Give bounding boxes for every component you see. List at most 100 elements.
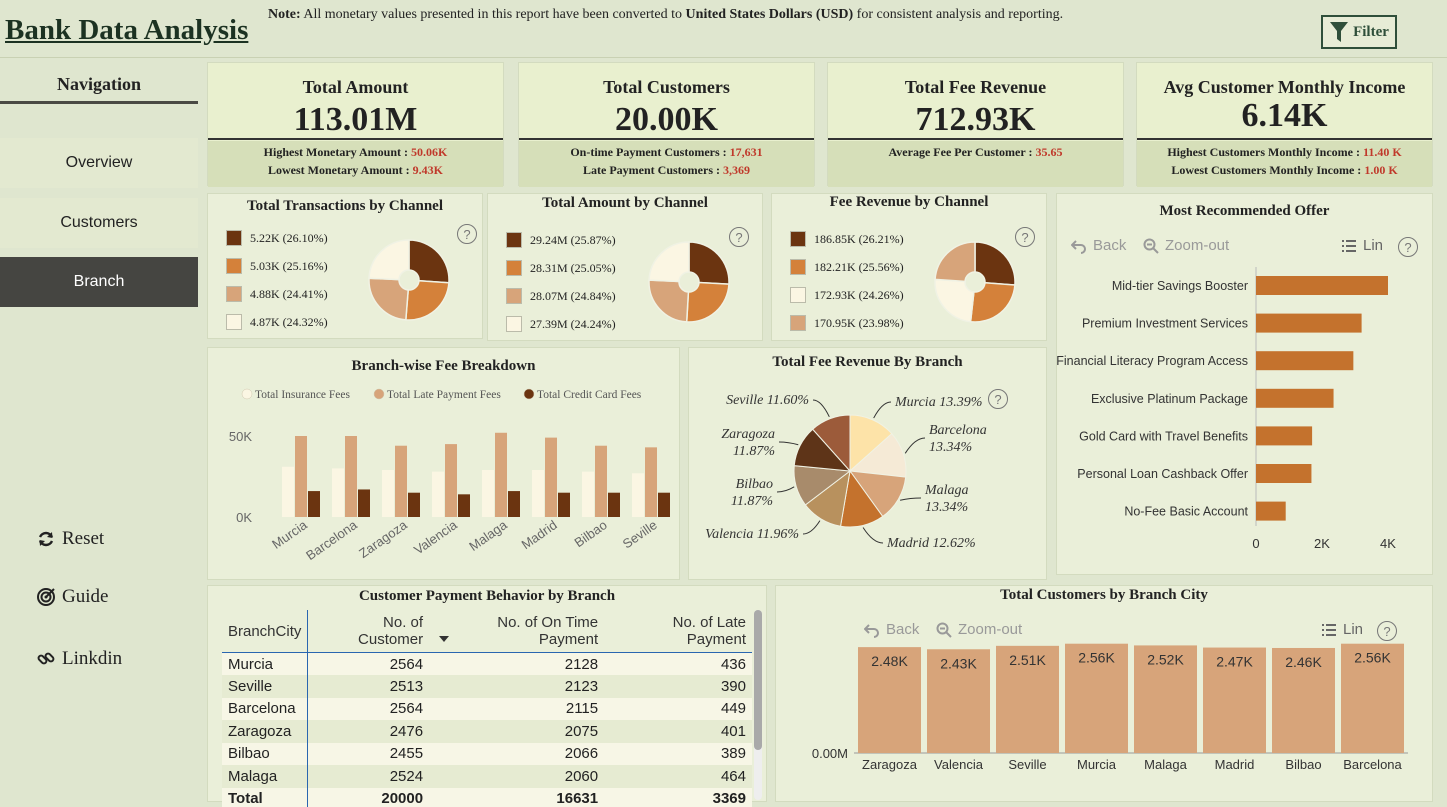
fee-bar[interactable] [495,432,507,517]
fee-bar[interactable] [658,492,670,517]
fee-bar[interactable] [345,436,357,517]
fee-bar[interactable] [395,445,407,517]
header-bar: Bank Data Analysis Note: All monetary va… [0,0,1447,58]
table-row[interactable]: Zaragoza 2476 2075 401 [222,720,752,743]
fee-bar[interactable] [482,470,494,517]
legend-item: 28.07M (24.84%) [506,288,616,304]
lin-toggle[interactable]: Lin [1341,237,1383,254]
fee-bar[interactable] [282,466,294,517]
guide-link[interactable]: Guide [36,586,108,608]
city-bar[interactable] [1203,647,1266,753]
zoom-out-button[interactable]: Zoom-out [1143,237,1229,254]
city-bar[interactable] [1134,645,1197,753]
fee-bar[interactable] [445,444,457,517]
zoom-out-button[interactable]: Zoom-out [936,621,1022,638]
offer-bar[interactable] [1256,276,1388,295]
data-label: 2.51K [1009,652,1046,668]
fee-bar[interactable] [645,447,657,517]
linkdin-link[interactable]: Linkdin [36,648,122,670]
legend-item: 4.88K (24.41%) [226,286,328,302]
fee-bar[interactable] [508,491,520,517]
filter-button[interactable]: Filter [1321,15,1397,49]
offer-bar[interactable] [1256,388,1334,408]
donut-slice[interactable] [974,241,1016,286]
table-scrollbar[interactable] [754,610,762,800]
table-row[interactable]: Barcelona 2564 2115 449 [222,697,752,720]
city-bar[interactable] [1341,643,1404,753]
col-header-customers[interactable]: No. of Customer [307,610,430,653]
city-bar[interactable] [858,647,921,753]
fee-bar[interactable] [608,492,620,517]
help-icon[interactable]: ? [1377,621,1397,641]
pie-slice[interactable] [811,414,851,473]
help-icon[interactable]: ? [729,227,749,247]
table-row[interactable]: Bilbao 2455 2066 389 [222,742,752,765]
col-header-late[interactable]: No. of Late Payment [604,610,752,653]
donut-slice[interactable] [648,241,690,283]
donut-slice[interactable] [688,241,730,285]
donut-slice[interactable] [368,239,410,281]
city-bar[interactable] [927,649,990,753]
city-bar[interactable] [1065,643,1128,753]
x-tick-label: Barcelona [303,517,360,563]
list-icon [1322,623,1336,636]
fee-bar[interactable] [332,468,344,517]
fee-bar[interactable] [545,437,557,517]
fee-bar[interactable] [558,492,570,517]
offer-bar[interactable] [1256,313,1362,333]
table-row[interactable]: Malaga 2524 2060 464 [222,765,752,788]
nav-item-overview[interactable]: Overview [0,138,198,188]
fee-bar[interactable] [532,470,544,517]
fee-bar[interactable] [595,445,607,517]
help-icon[interactable]: ? [457,224,477,244]
donut-slice[interactable] [408,239,450,284]
legend-item: 5.22K (26.10%) [226,230,328,246]
legend-item: 29.24M (25.87%) [506,232,616,248]
nav-item-branch[interactable]: Branch [0,257,198,307]
fee-bar[interactable] [308,491,320,517]
filter-icon [1330,22,1349,42]
card-title: Total Fee Revenue By Branch [772,354,963,370]
x-tick-label: Malaga [1144,757,1187,772]
donut-slice[interactable] [648,279,690,323]
help-icon[interactable]: ? [988,389,1008,409]
offer-bar[interactable] [1256,501,1286,521]
table-row[interactable]: Seville 2513 2123 390 [222,675,752,698]
fee-bar[interactable] [358,489,370,517]
offer-bar[interactable] [1256,464,1312,483]
lin-toggle[interactable]: Lin [1321,621,1363,638]
fee-bar[interactable] [432,471,444,517]
fee-bar[interactable] [295,436,307,517]
reset-link[interactable]: Reset [36,528,104,550]
scrollbar-thumb[interactable] [754,610,762,750]
donut-slice[interactable] [969,281,1016,323]
fee-bar[interactable] [582,471,594,517]
help-icon[interactable]: ? [1398,237,1418,257]
donut-slice[interactable] [685,281,730,323]
donut-slice[interactable] [405,279,450,321]
fee-bar[interactable] [408,492,420,517]
kpi-value: 6.14K [1241,97,1328,134]
donut-slice[interactable] [368,277,410,321]
fee-breakdown-chart: Total Insurance Fees Total Late Payment F… [229,388,670,563]
donut-slice[interactable] [934,278,975,323]
leader-line [802,520,821,535]
city-bar[interactable] [1272,647,1335,753]
donut-slice[interactable] [934,241,976,283]
kpi-divider [1137,138,1432,140]
x-tick-label: Malaga [466,517,510,554]
offer-bar[interactable] [1256,351,1354,371]
x-tick-label: Madrid [1215,757,1255,772]
fee-bar[interactable] [632,473,644,517]
back-button[interactable]: Back [864,621,919,638]
city-bar[interactable] [996,645,1059,753]
col-header-on-time[interactable]: No. of On Time Payment [429,610,605,653]
fee-bar[interactable] [382,470,394,517]
col-header-branchcity[interactable]: BranchCity [222,610,309,653]
back-button[interactable]: Back [1071,237,1126,254]
nav-item-customers[interactable]: Customers [0,198,198,248]
offer-bar[interactable] [1256,426,1313,446]
table-row[interactable]: Murcia 2564 2128 436 [222,652,752,675]
help-icon[interactable]: ? [1015,227,1035,247]
fee-bar[interactable] [458,494,470,517]
